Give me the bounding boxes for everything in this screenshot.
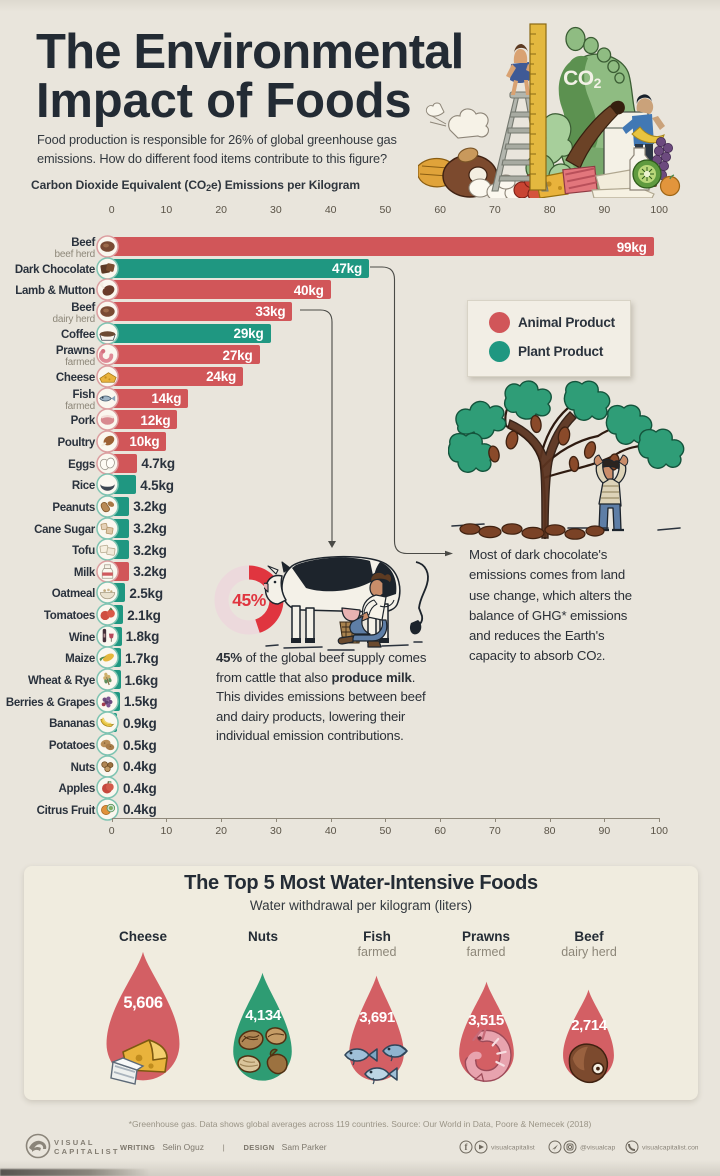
svg-text:45%: 45%	[232, 590, 266, 610]
svg-text:f: f	[465, 1142, 469, 1152]
svg-text:VISUAL: VISUAL	[54, 1138, 95, 1147]
svg-text:CO2: CO2	[563, 67, 602, 91]
svg-text:visualcapitalist.com: visualcapitalist.com	[642, 1145, 698, 1152]
svg-text:CAPITALIST: CAPITALIST	[54, 1147, 120, 1156]
svg-text:@visualcap: @visualcap	[580, 1145, 615, 1152]
svg-text:visualcapitalist: visualcapitalist	[491, 1145, 535, 1152]
